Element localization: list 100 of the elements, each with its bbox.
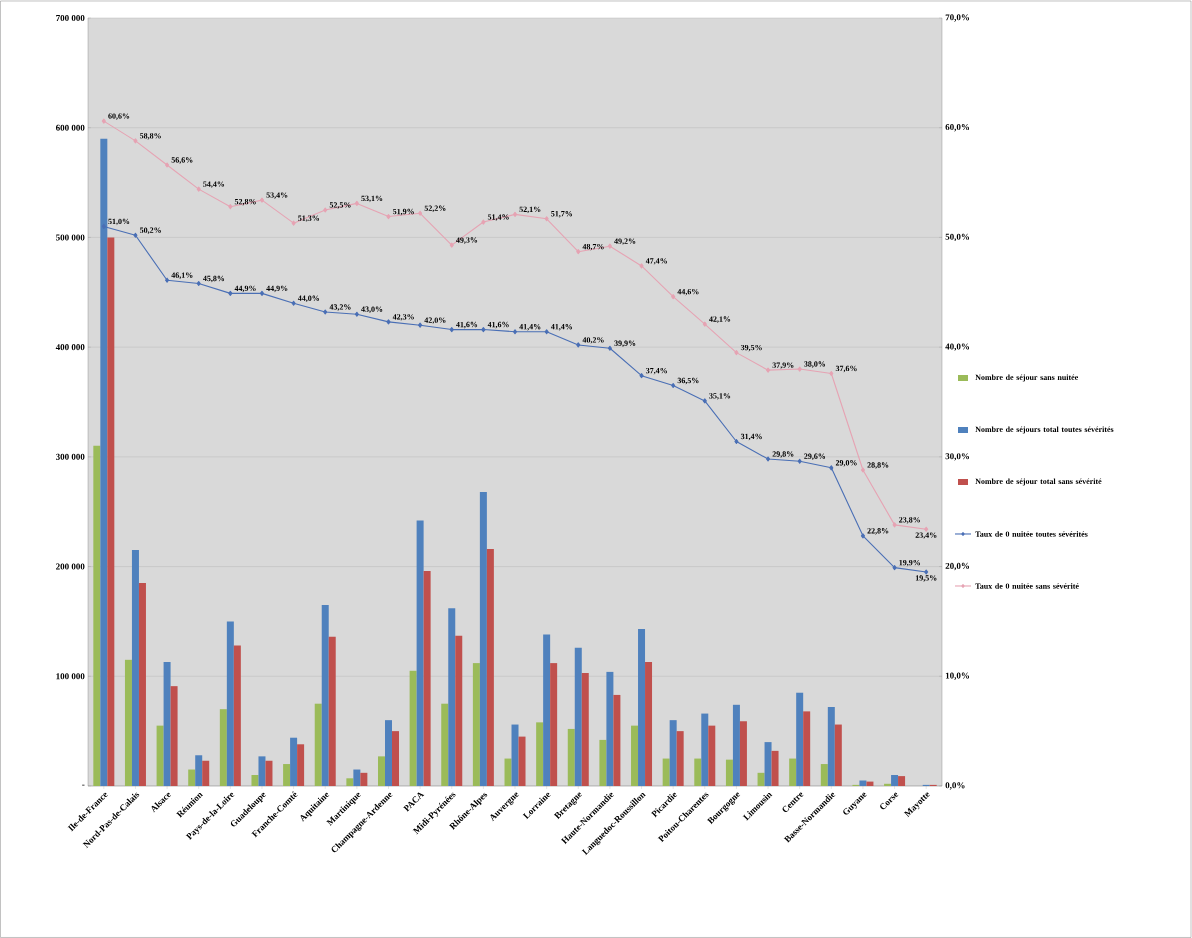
y-tick-label: 100 000 bbox=[56, 673, 85, 680]
point bbox=[133, 138, 138, 144]
bar bbox=[163, 662, 171, 786]
point bbox=[924, 569, 929, 575]
bar bbox=[662, 758, 670, 786]
point bbox=[702, 398, 707, 404]
y-tick-label: 700 000 bbox=[56, 14, 85, 22]
bar bbox=[708, 725, 716, 786]
bar bbox=[265, 760, 273, 786]
bar bbox=[409, 670, 417, 786]
y-tick-label: 600 000 bbox=[55, 124, 85, 131]
point bbox=[101, 118, 106, 124]
point bbox=[924, 526, 929, 532]
point bbox=[418, 322, 423, 328]
bar bbox=[346, 778, 354, 786]
bar bbox=[645, 662, 653, 786]
point bbox=[512, 211, 518, 217]
bar bbox=[377, 756, 385, 786]
point bbox=[576, 342, 581, 348]
bar bbox=[725, 759, 733, 786]
y2-tick-label: 20,0% bbox=[945, 562, 970, 571]
bar bbox=[195, 755, 203, 786]
point bbox=[860, 533, 865, 539]
point bbox=[797, 366, 802, 372]
bar bbox=[574, 647, 582, 786]
bar bbox=[107, 237, 115, 786]
bar bbox=[518, 736, 526, 786]
bar bbox=[486, 549, 494, 786]
y2-tick-label: 0,0% bbox=[945, 782, 965, 790]
bar bbox=[599, 739, 607, 786]
point bbox=[101, 223, 106, 229]
bar bbox=[416, 520, 424, 786]
point bbox=[671, 382, 676, 389]
point bbox=[291, 300, 296, 306]
point bbox=[196, 186, 201, 192]
bar bbox=[536, 722, 544, 786]
bar bbox=[820, 764, 828, 786]
y-tick-label: 500 000 bbox=[56, 234, 85, 241]
bar bbox=[567, 728, 575, 786]
y-tick-label: 200 000 bbox=[56, 563, 85, 570]
bar bbox=[866, 781, 874, 786]
y2-tick-label: 70,0% bbox=[945, 14, 970, 22]
point bbox=[607, 243, 612, 249]
bar bbox=[251, 775, 259, 786]
bar bbox=[226, 621, 234, 786]
point bbox=[354, 200, 359, 206]
point bbox=[165, 277, 170, 283]
bar bbox=[803, 711, 811, 786]
bar bbox=[891, 775, 899, 786]
bar bbox=[834, 724, 842, 786]
bar bbox=[100, 138, 108, 786]
point bbox=[734, 350, 739, 356]
bar bbox=[233, 645, 241, 786]
point bbox=[639, 263, 644, 269]
bar bbox=[321, 604, 329, 786]
bar bbox=[258, 756, 266, 786]
bar bbox=[290, 737, 298, 786]
point bbox=[323, 309, 328, 315]
bar bbox=[448, 608, 456, 786]
y2-tick-label: 40,0% bbox=[945, 343, 970, 351]
bar bbox=[124, 659, 132, 786]
bar bbox=[131, 550, 139, 786]
point bbox=[576, 249, 581, 255]
bar bbox=[581, 672, 589, 786]
bar bbox=[796, 692, 804, 786]
bar bbox=[156, 725, 164, 786]
bar bbox=[676, 731, 684, 786]
bar bbox=[202, 760, 210, 786]
point bbox=[386, 214, 391, 220]
bar bbox=[188, 769, 196, 786]
bar bbox=[638, 629, 646, 786]
bar bbox=[328, 636, 336, 786]
point bbox=[386, 319, 391, 325]
y2-tick-label: 30,0% bbox=[945, 453, 970, 461]
y2-tick-label: 50,0% bbox=[945, 233, 970, 242]
point bbox=[607, 345, 612, 351]
point bbox=[481, 327, 486, 333]
bar bbox=[353, 769, 361, 786]
point bbox=[829, 370, 834, 377]
bar bbox=[859, 780, 867, 786]
bar bbox=[764, 742, 772, 786]
bar bbox=[732, 704, 740, 786]
point bbox=[702, 321, 707, 327]
point bbox=[766, 456, 771, 462]
point bbox=[671, 294, 676, 300]
bar bbox=[472, 663, 480, 786]
bar bbox=[441, 703, 449, 786]
bar bbox=[170, 686, 178, 786]
point bbox=[829, 465, 834, 471]
point bbox=[734, 438, 739, 445]
point bbox=[354, 311, 359, 317]
point bbox=[259, 197, 265, 203]
bar bbox=[384, 720, 392, 786]
bar bbox=[631, 725, 639, 786]
point bbox=[228, 204, 233, 210]
bar bbox=[669, 720, 677, 786]
point bbox=[196, 280, 201, 287]
point bbox=[481, 219, 486, 225]
point bbox=[639, 373, 644, 379]
point bbox=[544, 329, 549, 335]
